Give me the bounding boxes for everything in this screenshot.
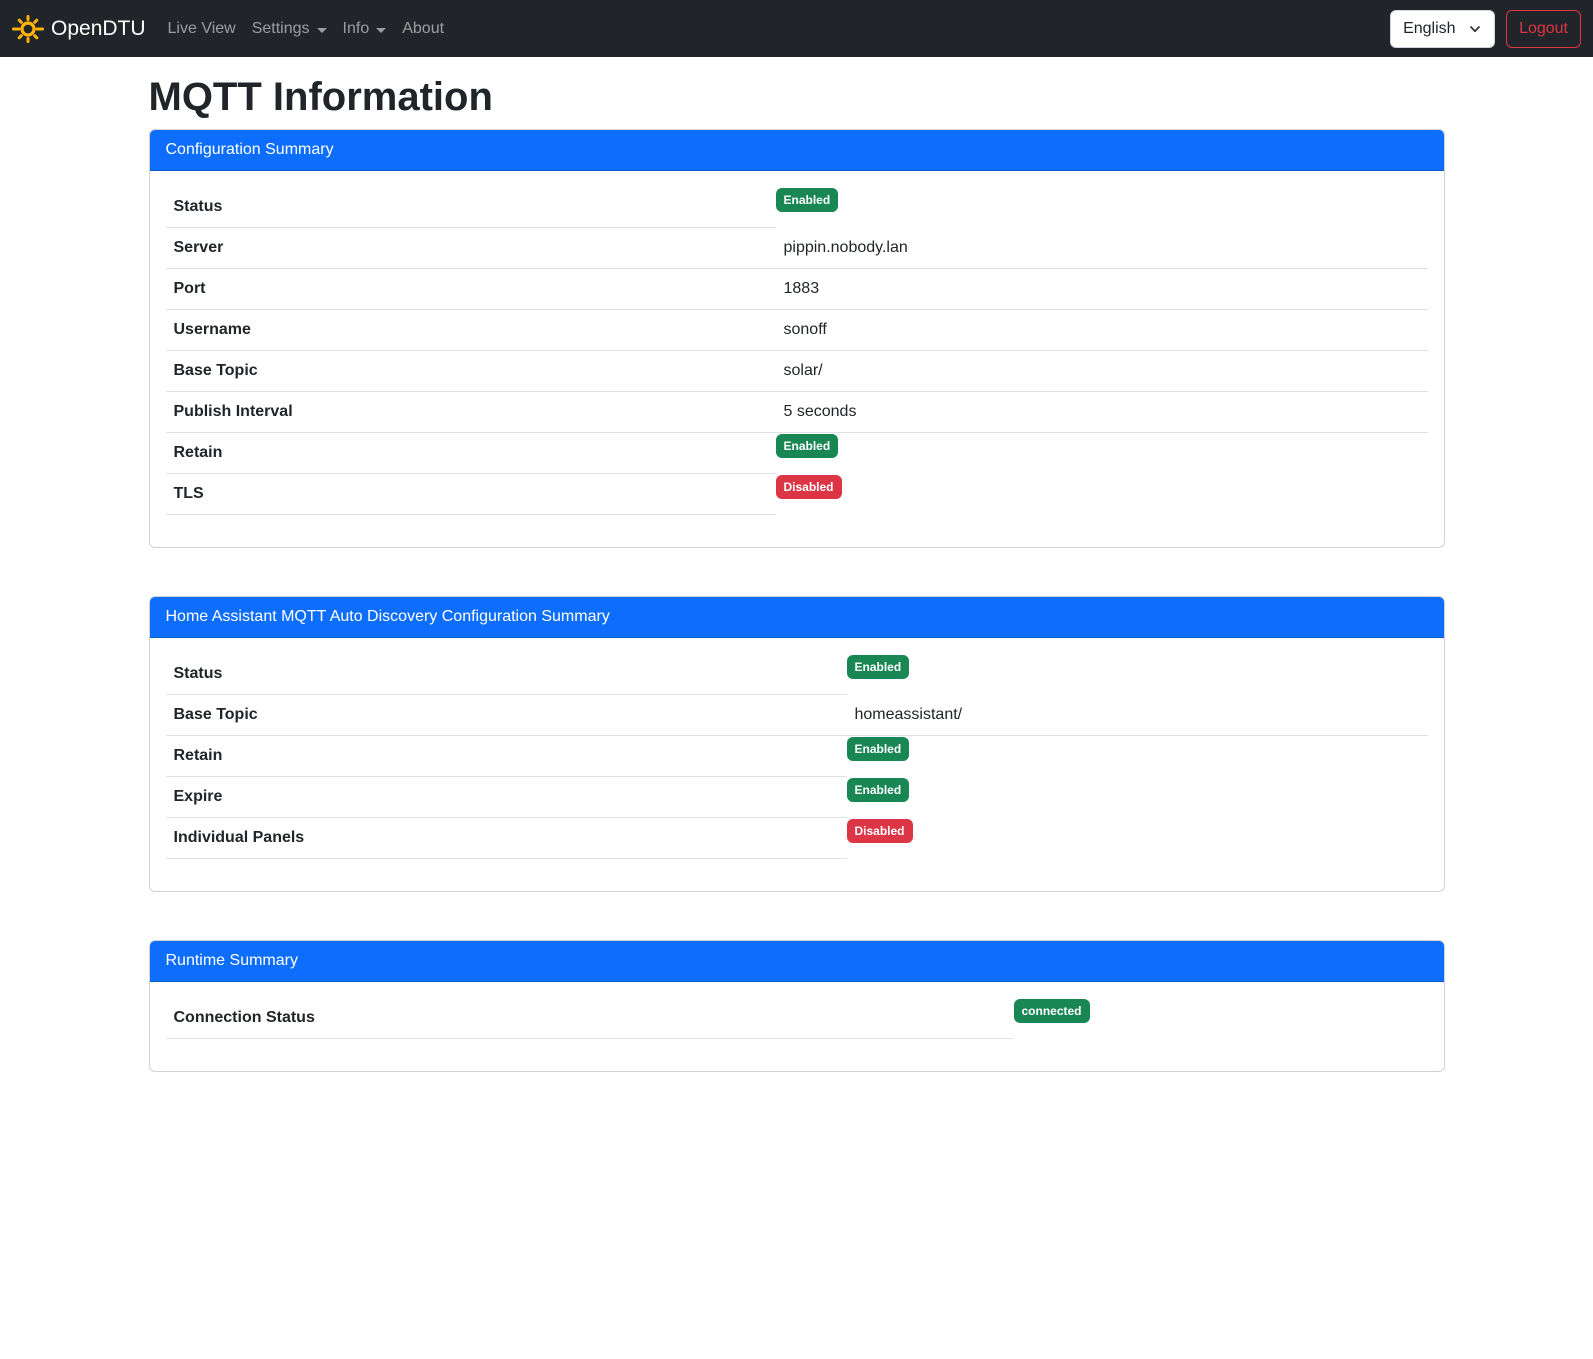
- status-badge: connected: [1013, 999, 1090, 1023]
- brand-link[interactable]: OpenDTU: [12, 13, 146, 45]
- caret-down-icon: [316, 27, 327, 33]
- row-value: 1883: [775, 269, 1428, 310]
- sun-icon: [12, 13, 44, 45]
- row-value: Enabled: [846, 777, 1428, 818]
- row-value: homeassistant/: [846, 695, 1428, 736]
- card-runtime-summary: Runtime Summary Connection Status connecte…: [148, 940, 1445, 1072]
- row-label: TLS: [165, 474, 776, 515]
- status-badge: Disabled: [775, 475, 842, 499]
- row-label: Base Topic: [165, 351, 776, 392]
- table-row-status: Status Enabled: [165, 187, 1428, 228]
- table-row-username: Username sonoff: [165, 310, 1428, 351]
- nav-item-label: Info: [342, 19, 370, 37]
- card-home-assistant-mqtt-auto-discovery-configuration-summary: Home Assistant MQTT Auto Discovery Confi…: [148, 596, 1445, 892]
- summary-table: Status Enabled Server pippin.nobody.lan Port…: [165, 187, 1428, 515]
- row-value: Enabled: [775, 433, 1428, 474]
- summary-table: Connection Status connected: [165, 998, 1428, 1039]
- table-row-base-topic: Base Topic homeassistant/: [165, 695, 1428, 736]
- table-row-status: Status Enabled: [165, 654, 1428, 695]
- row-value: solar/: [775, 351, 1428, 392]
- nav-item-label: About: [402, 19, 445, 37]
- nav-item-info[interactable]: Info: [335, 12, 395, 46]
- status-badge: Enabled: [846, 737, 910, 761]
- table-row-base-topic: Base Topic solar/: [165, 351, 1428, 392]
- nav-item-settings[interactable]: Settings: [244, 12, 335, 46]
- status-badge: Enabled: [775, 188, 839, 212]
- table-row-server: Server pippin.nobody.lan: [165, 228, 1428, 269]
- card-body: Status Enabled Server pippin.nobody.lan Port…: [150, 171, 1444, 547]
- row-value: Enabled: [846, 654, 1428, 695]
- card-body: Connection Status connected: [150, 982, 1444, 1071]
- status-badge: Enabled: [846, 655, 910, 679]
- card-header: Configuration Summary: [149, 130, 1444, 171]
- row-label: Server: [165, 228, 776, 269]
- nav-item-label: Settings: [251, 19, 310, 37]
- caret-down-icon: [376, 27, 387, 33]
- row-label: Individual Panels: [165, 818, 847, 859]
- status-badge: Enabled: [846, 778, 910, 802]
- table-row-retain: Retain Enabled: [165, 736, 1428, 777]
- row-label: Publish Interval: [165, 392, 776, 433]
- nav-item-live-view[interactable]: Live View: [160, 12, 244, 46]
- row-label: Port: [165, 269, 776, 310]
- nav-links: Live View Settings Info About: [160, 12, 453, 46]
- navbar-right: English Logout: [1390, 9, 1581, 48]
- table-row-port: Port 1883: [165, 269, 1428, 310]
- table-row-tls: TLS Disabled: [165, 474, 1428, 515]
- language-select-value: English: [1403, 19, 1456, 37]
- row-value: Enabled: [846, 736, 1428, 777]
- card-header: Runtime Summary: [149, 941, 1444, 982]
- logout-button[interactable]: Logout: [1506, 9, 1581, 48]
- row-label: Username: [165, 310, 776, 351]
- row-label: Connection Status: [165, 998, 1014, 1039]
- status-badge: Disabled: [846, 819, 913, 843]
- table-row-individual-panels: Individual Panels Disabled: [165, 818, 1428, 859]
- row-label: Retain: [165, 736, 847, 777]
- nav-item-label: Live View: [167, 19, 236, 37]
- row-value: Disabled: [775, 474, 1428, 515]
- row-label: Status: [165, 187, 776, 228]
- top-navbar: OpenDTU Live View Settings Info About Engli…: [0, 0, 1593, 57]
- row-value: pippin.nobody.lan: [775, 228, 1428, 269]
- brand-label: OpenDTU: [51, 16, 146, 40]
- main-content: MQTT Information Configuration Summary St…: [148, 57, 1445, 1072]
- row-label: Base Topic: [165, 695, 847, 736]
- card-body: Status Enabled Base Topic homeassistant/Ret…: [150, 638, 1444, 891]
- row-value: connected: [1013, 998, 1428, 1039]
- row-value: 5 seconds: [775, 392, 1428, 433]
- status-badge: Enabled: [775, 434, 839, 458]
- table-row-retain: Retain Enabled: [165, 433, 1428, 474]
- row-label: Status: [165, 654, 847, 695]
- summary-table: Status Enabled Base Topic homeassistant/Ret…: [165, 654, 1428, 859]
- card-configuration-summary: Configuration Summary Status Enabled Server…: [148, 129, 1445, 548]
- card-header: Home Assistant MQTT Auto Discovery Confi…: [149, 597, 1444, 638]
- chevron-down-icon: [1468, 22, 1482, 36]
- table-row-publish-interval: Publish Interval 5 seconds: [165, 392, 1428, 433]
- nav-item-about[interactable]: About: [394, 12, 452, 46]
- cards: Configuration Summary Status Enabled Server…: [148, 129, 1445, 1072]
- table-row-expire: Expire Enabled: [165, 777, 1428, 818]
- row-value: Disabled: [846, 818, 1428, 859]
- row-label: Retain: [165, 433, 776, 474]
- row-label: Expire: [165, 777, 847, 818]
- language-select[interactable]: English: [1390, 9, 1496, 48]
- row-value: Enabled: [775, 187, 1428, 228]
- row-value: sonoff: [775, 310, 1428, 351]
- page-title: MQTT Information: [148, 75, 493, 119]
- table-row-connection-status: Connection Status connected: [165, 998, 1428, 1039]
